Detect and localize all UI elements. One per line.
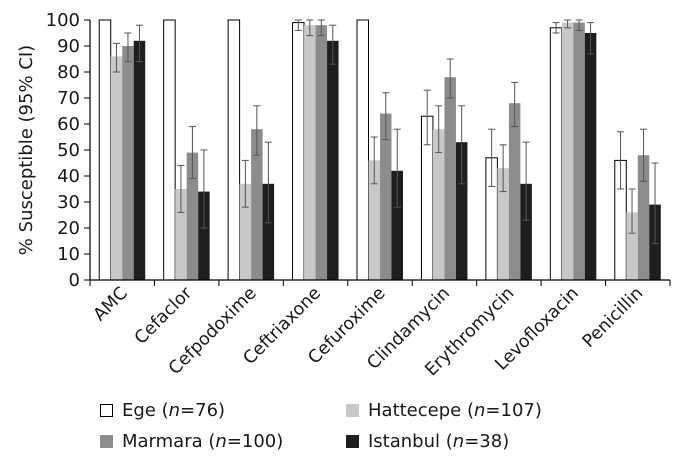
error-bar-ege-penicillin (617, 131, 625, 190)
bar-hattecepe-cefpodoxime (239, 183, 252, 280)
legend-label-ege: Ege (n=76) (122, 400, 226, 421)
bar-hattecepe-clindamycin (432, 129, 445, 280)
error-bar-marmara-cefpodoxime (253, 105, 261, 156)
bar-hattecepe-ceftriaxone (304, 25, 316, 281)
legend-item-marmara: Marmara (n=100) (100, 431, 283, 452)
error-bar-istanbul-cefuroxime (393, 128, 401, 208)
legend-swatch-marmara (100, 435, 113, 448)
bar-marmara-ceftriaxone (315, 25, 328, 281)
error-bar-marmara-levofloxacin (575, 19, 583, 31)
error-bar-ege-clindamycin (423, 89, 431, 146)
error-bar-marmara-cefaclor (188, 126, 196, 180)
error-bar-istanbul-erythromycin (522, 141, 530, 221)
legend-swatch-ege (100, 404, 113, 417)
error-bar-hattecepe-erythromycin (499, 144, 507, 193)
bar-ege-cefaclor (163, 19, 176, 281)
bar-istanbul-levofloxacin (584, 33, 597, 280)
y-tick-label: 50 (57, 140, 80, 161)
legend: Ege (n=76) Hattecepe (n=107) Marmara (n=… (100, 400, 620, 456)
bar-marmara-cefuroxime (380, 113, 392, 280)
error-bar-hattecepe-ceftriaxone (306, 19, 314, 37)
error-bar-marmara-amc (124, 32, 132, 63)
y-tick-label: 90 (57, 36, 80, 57)
error-bar-hattecepe-cefaclor (177, 165, 185, 213)
bar-hattecepe-penicillin (626, 212, 638, 280)
error-bar-hattecepe-penicillin (628, 188, 636, 234)
bar-marmara-levofloxacin (573, 22, 585, 280)
error-bar-istanbul-levofloxacin (587, 22, 595, 55)
bar-istanbul-cefuroxime (391, 170, 403, 280)
error-bar-istanbul-amc (135, 24, 143, 63)
bar-hattecepe-cefuroxime (368, 160, 380, 280)
y-tick-label: 0 (69, 270, 80, 291)
legend-label-istanbul: Istanbul (n=38) (368, 431, 510, 452)
bar-istanbul-ceftriaxone (327, 40, 339, 280)
legend-item-hattecepe: Hattecepe (n=107) (346, 400, 542, 421)
bar-istanbul-cefaclor (198, 191, 210, 280)
bar-ege-amc (98, 19, 112, 281)
bar-hattecepe-erythromycin (497, 168, 509, 280)
error-bar-hattecepe-amc (112, 42, 120, 73)
error-bar-marmara-cefuroxime (382, 92, 390, 141)
error-bar-ege-levofloxacin (552, 22, 560, 34)
x-tick-label: AMC (90, 283, 132, 325)
legend-item-ege: Ege (n=76) (100, 400, 225, 421)
legend-swatch-hattecepe (346, 404, 359, 417)
bar-istanbul-clindamycin (455, 142, 468, 280)
bars (98, 19, 661, 281)
legend-item-istanbul: Istanbul (n=38) (346, 431, 509, 452)
bar-hattecepe-levofloxacin (561, 22, 574, 280)
bar-marmara-penicillin (637, 155, 650, 280)
bar-istanbul-amc (133, 40, 146, 280)
error-bar-istanbul-clindamycin (458, 105, 466, 185)
y-tick-label: 10 (57, 244, 80, 265)
y-tick-label: 100 (46, 10, 80, 31)
y-axis-label: % Susceptible (95% CI) (16, 45, 37, 255)
y-axis-ticks: 0 10 20 30 40 50 60 70 80 90 100 (46, 10, 90, 291)
axes (89, 20, 671, 286)
y-tick-label: 60 (57, 114, 80, 135)
y-tick-label: 20 (57, 218, 80, 239)
legend-label-hattecepe: Hattecepe (n=107) (368, 400, 542, 421)
bar-marmara-cefpodoxime (251, 129, 263, 280)
bar-marmara-cefaclor (186, 152, 199, 280)
bar-marmara-clindamycin (444, 77, 456, 280)
y-tick-label: 80 (57, 62, 80, 83)
error-bar-marmara-ceftriaxone (317, 19, 325, 37)
bar-hattecepe-cefaclor (175, 189, 187, 280)
x-tick-label: Penicillin (579, 283, 647, 351)
y-tick-label: 30 (57, 192, 80, 213)
bar-istanbul-cefpodoxime (262, 183, 275, 280)
error-bar-istanbul-ceftriaxone (329, 24, 337, 65)
error-bar-hattecepe-cefuroxime (370, 136, 378, 185)
error-bar-hattecepe-levofloxacin (564, 19, 572, 29)
error-bar-istanbul-cefpodoxime (264, 141, 272, 224)
bar-istanbul-erythromycin (520, 183, 532, 280)
error-bar-marmara-penicillin (640, 128, 648, 182)
bar-chart: % Susceptible (95% CI) 0 10 20 30 40 50 60 70 80… (16, 10, 671, 380)
legend-swatch-istanbul (346, 435, 359, 448)
x-axis-labels: AMC CefaclorCefpodoximeCeftriaxoneCefurox… (90, 283, 647, 380)
bar-ege-cefuroxime (356, 19, 369, 281)
error-bar-hattecepe-cefpodoxime (241, 159, 249, 208)
error-bar-istanbul-penicillin (651, 162, 659, 245)
bar-ege-cefpodoxime (227, 19, 241, 281)
error-bar-istanbul-cefaclor (200, 149, 208, 229)
bar-ege-levofloxacin (549, 27, 563, 281)
bar-hattecepe-amc (110, 56, 123, 281)
error-bar-hattecepe-clindamycin (435, 105, 443, 154)
error-bar-ege-ceftriaxone (294, 19, 302, 31)
error-bar-marmara-clindamycin (446, 58, 454, 99)
y-tick-label: 40 (57, 166, 80, 187)
y-tick-label: 70 (57, 88, 80, 109)
bar-marmara-erythromycin (508, 103, 521, 280)
error-bars (112, 19, 659, 245)
bar-marmara-amc (122, 46, 134, 280)
x-tick-label: Cefaclor (131, 283, 197, 349)
legend-label-marmara: Marmara (n=100) (122, 431, 284, 452)
bar-ege-ceftriaxone (292, 22, 305, 281)
error-bar-ege-erythromycin (488, 128, 496, 187)
error-bar-marmara-erythromycin (511, 81, 519, 128)
